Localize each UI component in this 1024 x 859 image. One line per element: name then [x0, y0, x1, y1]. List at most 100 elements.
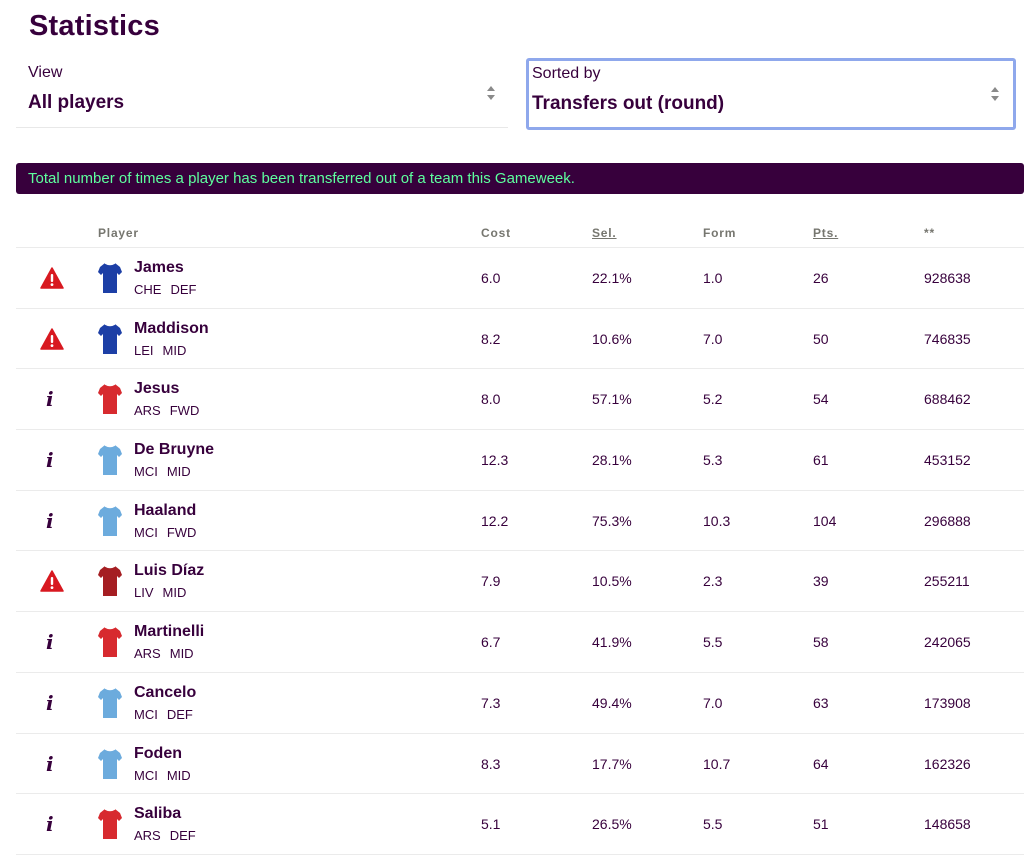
shirt-icon: [98, 687, 122, 718]
table-row: i Foden MCI MID 8.3 17.7% 10.7 64 162326: [16, 734, 1024, 795]
header-sel[interactable]: Sel.: [592, 226, 617, 240]
view-select[interactable]: View All players: [16, 58, 508, 128]
table-row: i Cancelo MCI DEF 7.3 49.4% 7.0 63 173908: [16, 673, 1024, 734]
stats-table: Player Cost Sel. Form Pts. ** James CHE D…: [16, 215, 1024, 855]
selected-cell: 28.1%: [592, 452, 632, 469]
info-icon[interactable]: i: [46, 751, 54, 776]
player-meta: MCI FWD: [134, 525, 205, 540]
shirt-icon: [98, 626, 122, 658]
points-cell: 64: [813, 755, 829, 772]
player-name[interactable]: James: [134, 259, 184, 276]
player-name[interactable]: Jesus: [134, 380, 180, 398]
info-icon[interactable]: i: [46, 508, 54, 533]
select-arrows-icon[interactable]: [487, 86, 495, 100]
player-name[interactable]: De Bruyne: [134, 441, 215, 459]
view-select-value[interactable]: All players: [28, 92, 125, 113]
transfers-out-cell: 928638: [924, 270, 971, 286]
player-team: MCI: [134, 706, 158, 722]
points-cell: 61: [813, 452, 829, 469]
table-row: i Jesus ARS FWD 8.0 57.1% 5.2 54 688462: [16, 369, 1024, 431]
form-cell: 1.0: [703, 270, 723, 286]
shirt-icon: [98, 444, 122, 476]
player-team: ARS: [134, 403, 161, 419]
info-banner: Total number of times a player has been …: [16, 163, 1024, 194]
warning-triangle-icon[interactable]: [40, 570, 64, 593]
shirt-icon: [98, 747, 122, 779]
table-row: Luis Díaz LIV MID 7.9 10.5% 2.3 39 255211: [16, 551, 1024, 613]
cost-cell: 12.3: [481, 452, 509, 469]
points-cell: 63: [813, 694, 829, 711]
player-position: MID: [166, 767, 191, 783]
warning-triangle-icon[interactable]: [40, 327, 64, 350]
player-position: DEF: [166, 706, 193, 722]
form-cell: 2.3: [703, 573, 723, 590]
sort-select-value[interactable]: Transfers out (round): [532, 93, 725, 114]
header-form: Form: [703, 226, 737, 240]
page-title: Statistics: [29, 10, 160, 42]
player-name[interactable]: Maddison: [134, 319, 209, 337]
form-cell: 5.3: [703, 452, 723, 469]
cost-cell: 5.1: [481, 816, 501, 833]
player-name[interactable]: Cancelo: [134, 683, 197, 701]
player-team: CHE: [134, 282, 162, 297]
form-cell: 7.0: [703, 330, 723, 347]
warning-triangle-icon[interactable]: [40, 267, 64, 289]
selected-cell: 57.1%: [592, 391, 632, 408]
selected-cell: 41.9%: [592, 634, 632, 651]
player-name[interactable]: Foden: [134, 744, 182, 762]
header-stat: **: [924, 226, 935, 240]
transfers-out-cell: 173908: [924, 694, 971, 711]
points-cell: 51: [813, 816, 829, 833]
player-name[interactable]: Haaland: [134, 501, 197, 519]
player-name[interactable]: Luis Díaz: [134, 562, 205, 580]
cost-cell: 6.7: [481, 634, 501, 651]
transfers-out-cell: 453152: [924, 452, 971, 469]
transfers-out-cell: 255211: [924, 573, 970, 590]
transfers-out-cell: 296888: [924, 512, 971, 529]
player-team: ARS: [134, 828, 161, 844]
info-icon[interactable]: i: [46, 448, 54, 473]
player-position: MID: [166, 464, 191, 480]
transfers-out-cell: 162326: [924, 755, 971, 772]
info-icon[interactable]: i: [46, 630, 54, 655]
points-cell: 58: [813, 634, 829, 651]
player-position: MID: [162, 585, 187, 601]
points-cell: 26: [813, 270, 829, 286]
table-row: i Saliba ARS DEF 5.1 26.5% 5.5 51 148658: [16, 794, 1024, 855]
selected-cell: 17.7%: [592, 755, 632, 772]
selected-cell: 10.6%: [592, 330, 632, 347]
player-name[interactable]: Saliba: [134, 805, 182, 823]
points-cell: 39: [813, 573, 829, 590]
player-meta: CHE DEF: [134, 282, 205, 297]
sort-select[interactable]: Sorted by Transfers out (round): [526, 58, 1016, 130]
header-pts[interactable]: Pts.: [813, 226, 839, 240]
player-team: MCI: [134, 767, 158, 783]
cost-cell: 8.2: [481, 330, 501, 347]
player-position: DEF: [170, 282, 197, 297]
form-cell: 5.5: [703, 634, 723, 651]
player-position: MID: [169, 646, 194, 662]
table-row: Maddison LEI MID 8.2 10.6% 7.0 50 746835: [16, 309, 1024, 370]
transfers-out-cell: 688462: [924, 391, 971, 408]
player-position: MID: [162, 342, 187, 358]
player-team: ARS: [134, 646, 161, 662]
header-player: Player: [98, 226, 139, 240]
player-position: FWD: [169, 403, 200, 419]
player-meta: MCI MID: [134, 464, 200, 479]
player-team: MCI: [134, 464, 158, 480]
points-cell: 50: [813, 330, 829, 347]
table-row: i De Bruyne MCI MID 12.3 28.1% 5.3 61 453…: [16, 430, 1024, 491]
transfers-out-cell: 746835: [924, 330, 971, 347]
shirt-icon: [98, 808, 122, 840]
player-position: FWD: [166, 524, 197, 540]
table-row: i Haaland MCI FWD 12.2 75.3% 10.3 104 296…: [16, 491, 1024, 552]
player-meta: MCI MID: [134, 768, 200, 783]
player-team: LEI: [134, 342, 154, 358]
info-icon[interactable]: i: [46, 387, 54, 412]
player-name[interactable]: Martinelli: [134, 623, 205, 641]
info-icon[interactable]: i: [46, 812, 54, 837]
info-icon[interactable]: i: [46, 690, 54, 715]
select-arrows-icon[interactable]: [991, 87, 999, 101]
selected-cell: 49.4%: [592, 694, 632, 711]
form-cell: 10.7: [703, 755, 731, 772]
